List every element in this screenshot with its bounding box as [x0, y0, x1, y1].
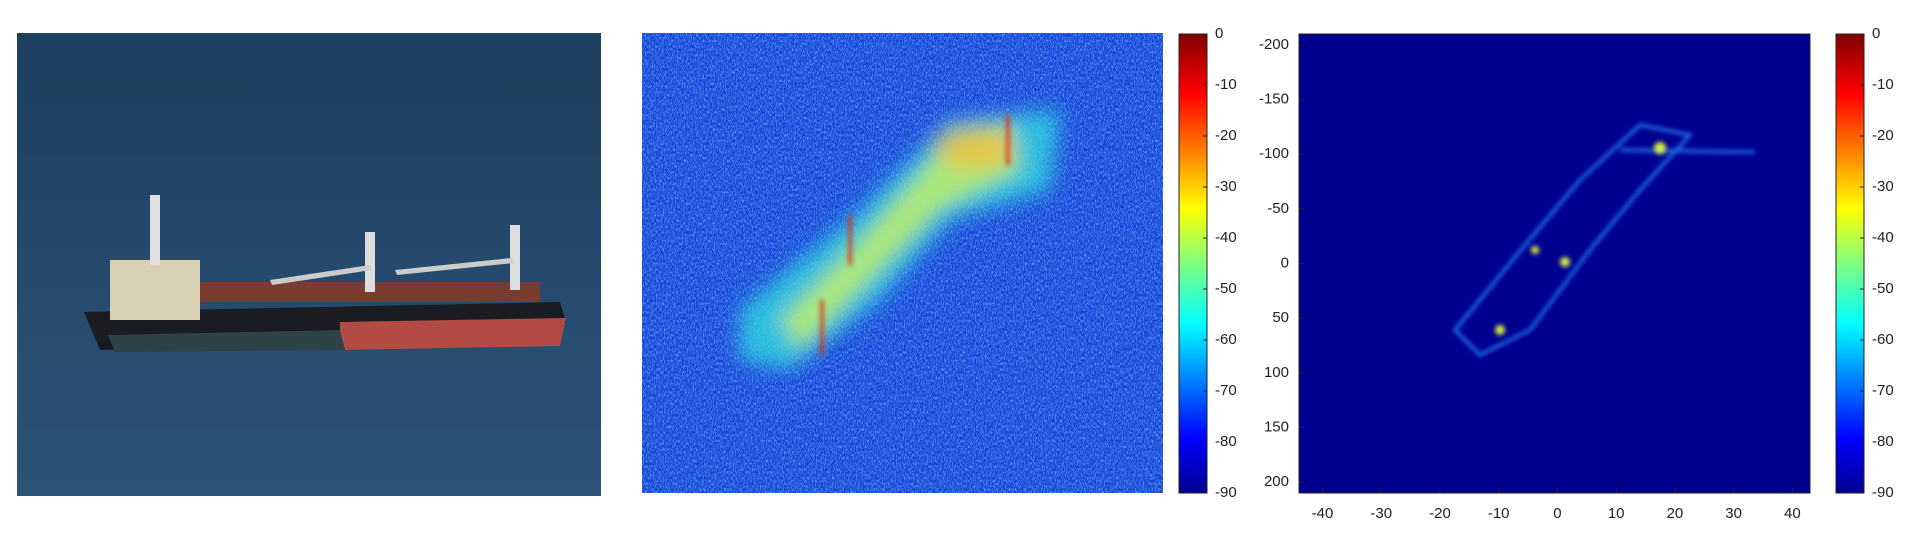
colorbar-tick-label: 0	[1215, 25, 1223, 42]
sar-image	[642, 33, 1163, 493]
x-tick-label: 30	[1725, 505, 1742, 522]
colorbar-tick-label: -80	[1872, 433, 1894, 450]
y-tick-label: -100	[1259, 145, 1289, 162]
colorbar-tick-label: -10	[1872, 76, 1894, 93]
colorbar-tick-label: -20	[1872, 127, 1894, 144]
x-tick-label: 10	[1608, 505, 1625, 522]
colorbar-tick-label: -10	[1215, 76, 1237, 93]
y-tick-label: 100	[1264, 364, 1289, 381]
y-tick-label: 200	[1264, 473, 1289, 490]
y-tick-label: 0	[1281, 254, 1289, 271]
colorbar	[1836, 34, 1864, 493]
x-tick-label: -40	[1312, 505, 1334, 522]
x-tick-label: -30	[1370, 505, 1392, 522]
y-tick-label: -50	[1267, 200, 1289, 217]
colorbar-tick-label: -70	[1215, 382, 1237, 399]
y-tick-label: -200	[1259, 36, 1289, 53]
colorbar-tick-label: -40	[1872, 229, 1894, 246]
x-tick-label: 40	[1784, 505, 1801, 522]
x-tick-label: -10	[1488, 505, 1510, 522]
colorbar-tick-label: 0	[1872, 25, 1880, 42]
colorbar-tick-label: -40	[1215, 229, 1237, 246]
colorbar-tick-label: -70	[1872, 382, 1894, 399]
y-tick-label: 50	[1272, 309, 1289, 326]
colorbar	[1179, 34, 1207, 493]
colorbar-frame	[1835, 33, 1865, 494]
colorbar-tick-label: -50	[1872, 280, 1894, 297]
y-tick-label: 150	[1264, 418, 1289, 435]
ship-photo	[17, 33, 601, 496]
x-tick-label: 0	[1553, 505, 1561, 522]
colorbar-tick-label: -60	[1215, 331, 1237, 348]
colorbar-tick-label: -50	[1215, 280, 1237, 297]
colorbar-tick-label: -90	[1215, 484, 1237, 501]
colorbar-tick-label: -20	[1215, 127, 1237, 144]
colorbar-tick-label: -90	[1872, 484, 1894, 501]
isar-image	[1299, 34, 1810, 493]
y-tick-label: -150	[1259, 91, 1289, 108]
colorbar-tick-label: -80	[1215, 433, 1237, 450]
colorbar-tick-label: -30	[1215, 178, 1237, 195]
x-tick-label: -20	[1429, 505, 1451, 522]
colorbar-tick-label: -30	[1872, 178, 1894, 195]
colorbar-tick-label: -60	[1872, 331, 1894, 348]
x-tick-label: 20	[1667, 505, 1684, 522]
colorbar-frame	[1178, 33, 1208, 494]
